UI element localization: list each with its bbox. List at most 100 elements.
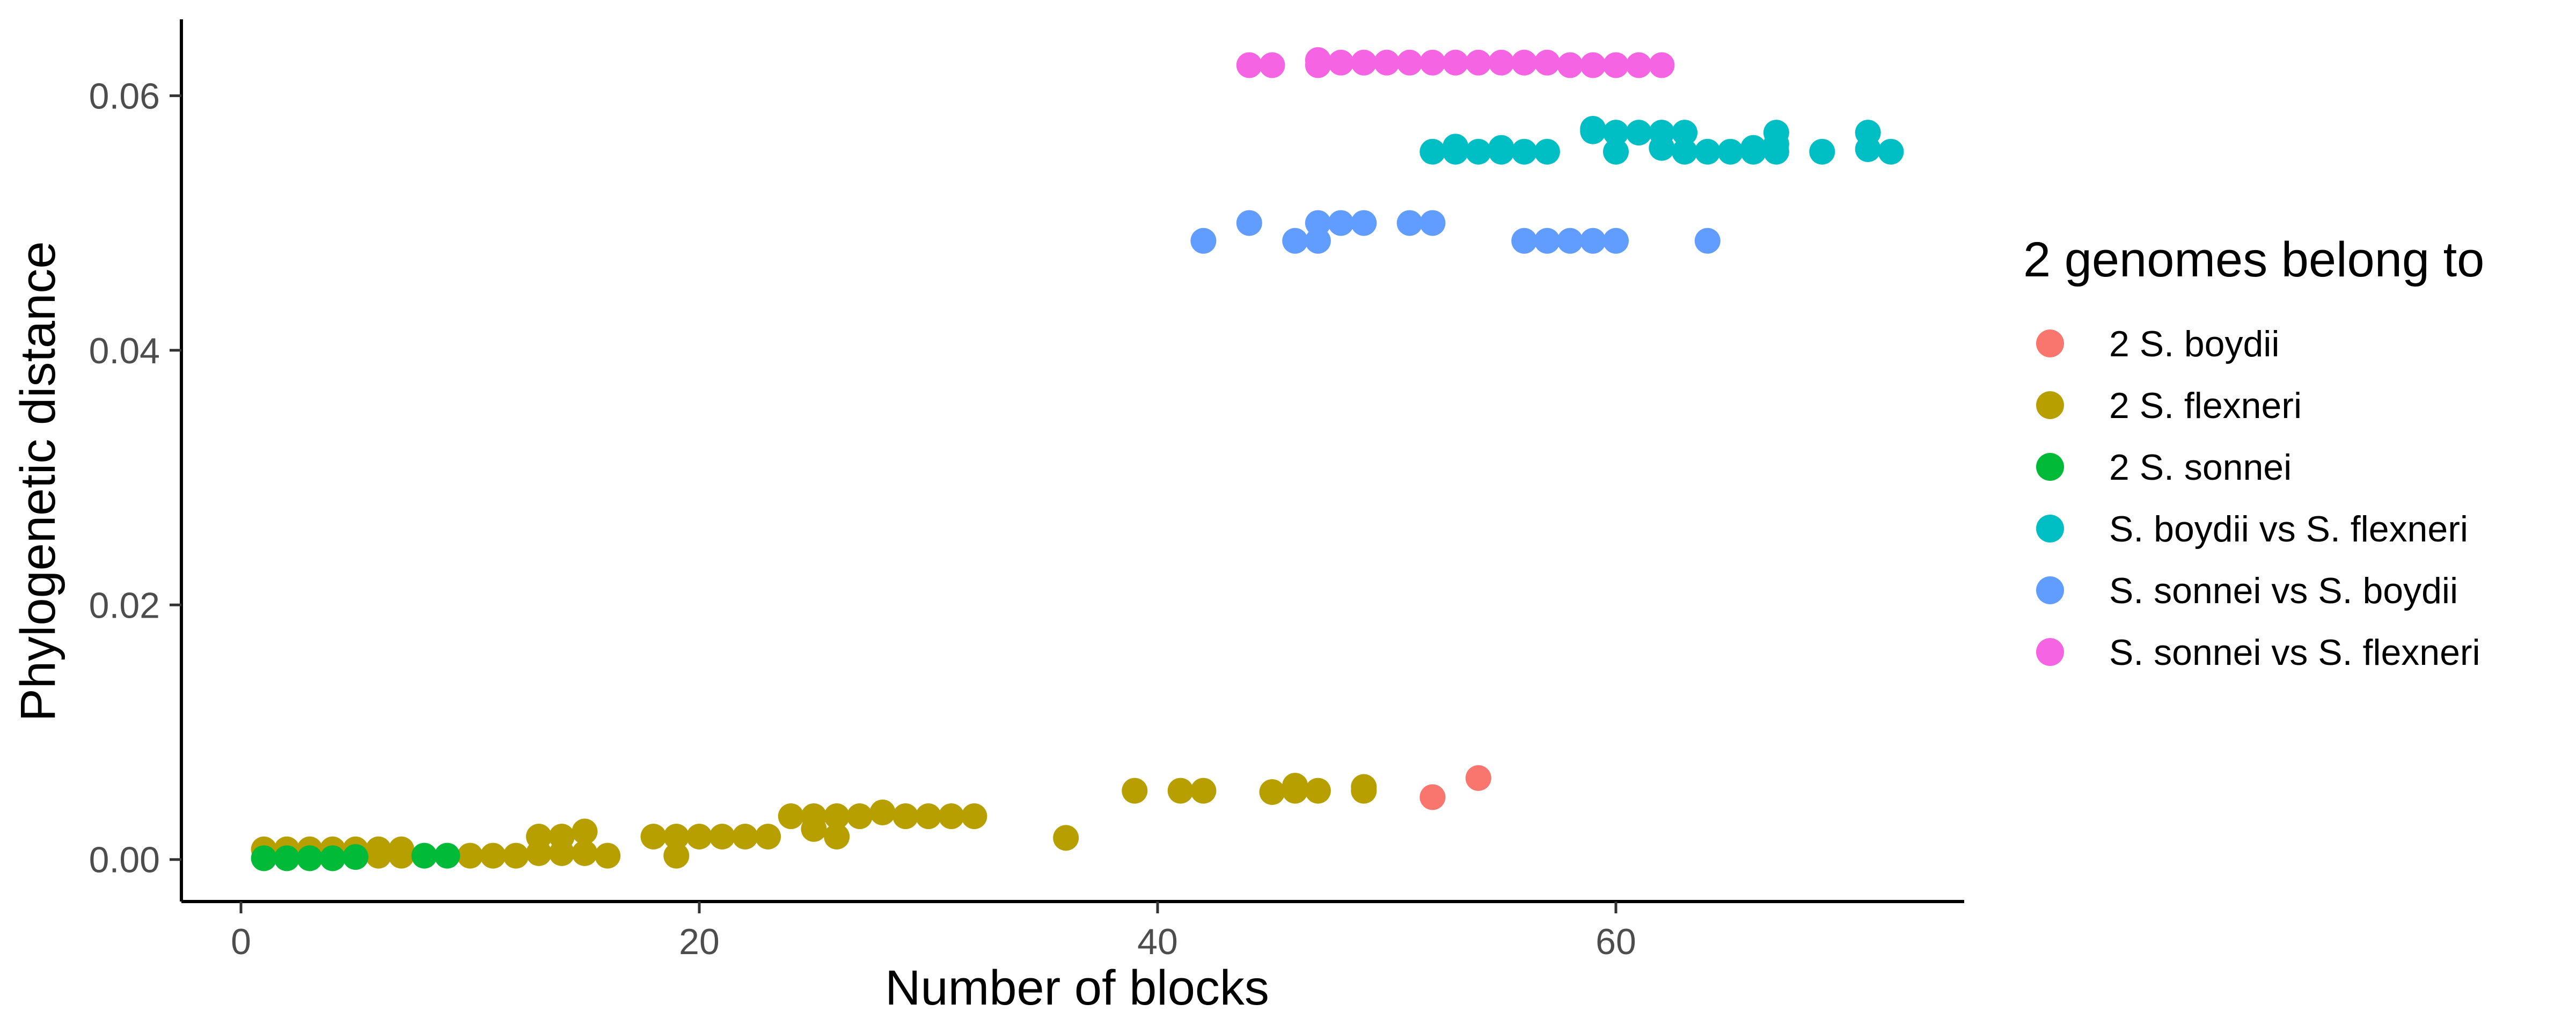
data-point [388,842,414,869]
data-point [915,803,941,830]
legend-swatch [2036,576,2064,604]
y-tick-label: 0.02 [89,585,160,626]
data-point [1419,784,1446,810]
data-point [1740,135,1767,161]
data-point [1534,138,1560,165]
data-point [1488,135,1514,161]
data-point [961,803,987,830]
y-tick-label: 0.06 [89,76,160,116]
data-points-layer [251,47,1904,871]
data-point [1580,228,1606,254]
data-point [1396,49,1423,76]
data-point [709,824,735,850]
data-point [503,842,529,869]
data-point [1305,210,1331,236]
data-point [1557,52,1583,78]
data-point [1305,778,1331,804]
y-axis-title: Phylogenetic distance [11,241,65,721]
data-point [1373,49,1400,76]
series-group [1190,210,1721,254]
data-point [1236,52,1262,78]
data-point [1419,49,1446,76]
data-point [1763,131,1789,157]
data-point [1465,49,1491,76]
data-point [1443,134,1469,160]
data-point [297,845,323,871]
data-point [1626,120,1652,146]
data-point [411,842,437,869]
data-point [1465,765,1491,791]
data-point [1282,773,1308,799]
data-point [1443,49,1469,76]
data-point [1717,138,1744,165]
data-point [1855,136,1881,162]
data-point [1649,52,1675,78]
data-point [480,842,506,869]
data-point [548,840,575,866]
data-point [251,845,277,871]
data-point [869,799,896,825]
data-point [1190,228,1217,254]
data-point [1534,49,1560,76]
legend: 2 genomes belong to 2 S. boydii 2 S. flex… [2023,232,2484,673]
data-point [732,824,758,850]
data-point [1602,52,1629,78]
data-point [1580,116,1606,142]
legend-title: 2 genomes belong to [2023,232,2484,287]
data-point [434,842,460,869]
data-point [846,803,873,830]
data-point [1534,228,1560,254]
data-point [1305,228,1331,254]
data-point [1649,135,1675,161]
data-point [1351,49,1377,76]
data-point [1488,49,1514,76]
x-tick-label: 60 [1596,921,1636,962]
data-point [1602,120,1629,146]
data-point [892,803,919,830]
data-point [824,803,850,830]
data-point [778,803,804,830]
data-point [1351,774,1377,800]
y-tick-label: 0.04 [89,331,160,371]
data-point [274,845,300,871]
legend-label: S. sonnei vs S. flexneri [2109,632,2480,673]
data-point [1672,120,1698,146]
data-point [1122,778,1148,804]
axes-layer: 0 20 40 60 0.00 0.02 0.04 0.06 [89,19,1964,962]
data-point [1511,49,1538,76]
data-point [342,844,369,870]
data-point [1167,778,1194,804]
data-point [1282,228,1308,254]
data-point [526,840,552,866]
data-point [572,840,598,866]
legend-swatch [2036,515,2064,543]
data-point [1419,138,1446,165]
data-point [1557,228,1583,254]
x-tick-label: 0 [231,921,251,962]
data-point [1465,138,1491,165]
x-axis-title: Number of blocks [885,961,1269,1015]
legend-label: 2 S. flexneri [2109,385,2302,426]
y-tick-label: 0.00 [89,840,160,881]
data-point [1602,228,1629,254]
data-point [595,842,621,869]
legend-swatch [2036,453,2064,481]
data-point [1626,52,1652,78]
data-point [1511,228,1538,254]
data-point [824,824,850,850]
data-point [365,842,392,869]
data-point [1351,210,1377,236]
data-point [663,824,690,850]
data-point [1602,138,1629,165]
data-point [1328,210,1354,236]
data-point [1694,138,1721,165]
data-point [1259,52,1285,78]
legend-swatch [2036,391,2064,419]
data-point [1305,47,1331,73]
series-group [1419,765,1491,810]
data-point [1511,138,1538,165]
data-point [663,842,690,869]
series-group [1236,47,1675,78]
